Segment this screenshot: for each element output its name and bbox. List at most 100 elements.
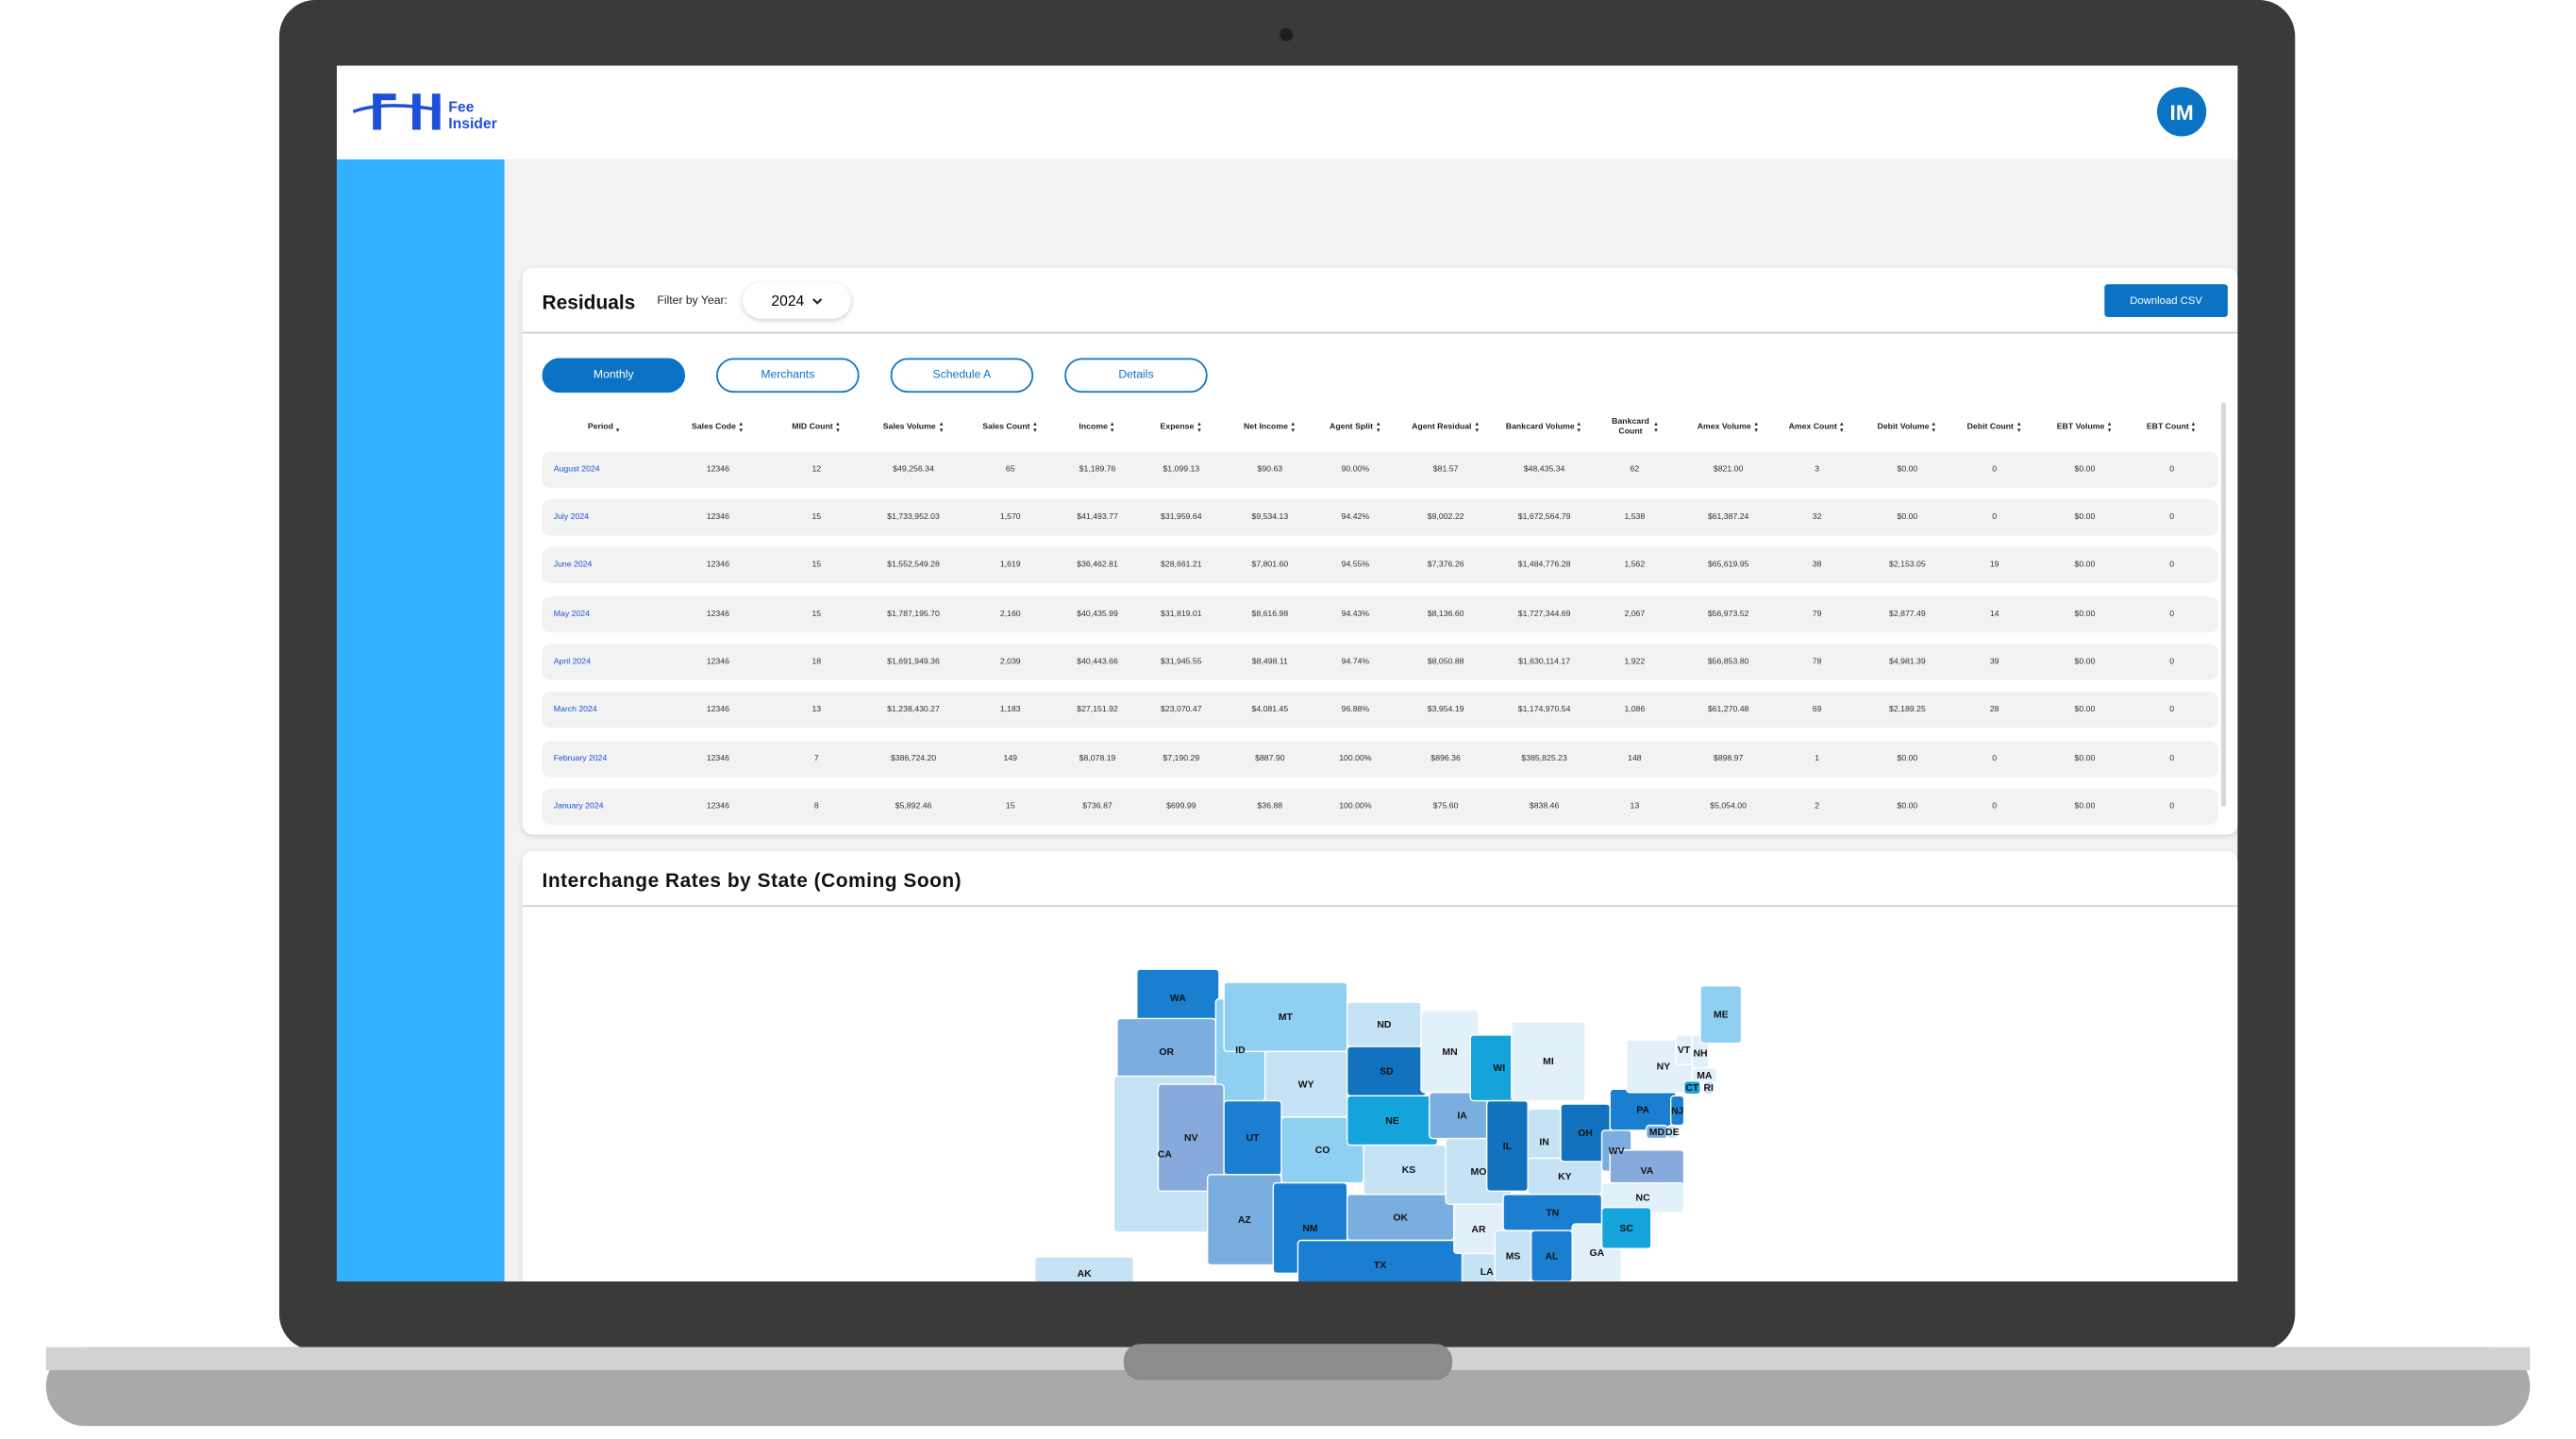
column-header[interactable]: Sales Volume	[862, 412, 964, 442]
table-cell: 0	[2169, 704, 2175, 715]
year-select[interactable]: 2024	[742, 282, 851, 319]
laptop-notch	[1123, 1344, 1453, 1380]
state-label: SD	[1380, 1067, 1394, 1078]
table-cell: $81.57	[1432, 464, 1459, 476]
table-cell: 12346	[706, 512, 729, 523]
table-cell: $27,151.92	[1077, 704, 1118, 715]
column-header[interactable]: Bankcard Count	[1583, 412, 1685, 442]
column-header[interactable]: Bankcard Volume	[1494, 412, 1596, 442]
table-cell: 2,039	[999, 657, 1021, 667]
scrollbar[interactable]	[2220, 402, 2227, 807]
table-cell: $31,945.55	[1161, 657, 1202, 667]
column-header[interactable]: Agent Residual	[1395, 412, 1497, 442]
table-cell: 149	[1003, 754, 1018, 764]
map-card: Interchange Rates by State (Coming Soon)…	[522, 850, 2238, 1282]
table-cell: $36,462.81	[1077, 560, 1118, 571]
column-header-text: Amex Count	[1788, 422, 1837, 432]
table-cell: $41,493.77	[1077, 512, 1118, 523]
table-cell: $0.00	[1897, 754, 1918, 764]
column-header[interactable]: Sales Code	[667, 412, 769, 442]
column-header-text: EBT Count	[2146, 422, 2189, 432]
period-link[interactable]: June 2024	[553, 560, 593, 571]
column-header[interactable]: Income	[1046, 412, 1148, 442]
period-link[interactable]: July 2024	[553, 512, 590, 523]
screen: Fee Insider IM Residuals Filter by Year:…	[336, 65, 2238, 1282]
state-label: AZ	[1238, 1215, 1252, 1226]
table-cell: $4,981.39	[1889, 657, 1926, 667]
table-cell: 94.74%	[1341, 657, 1370, 667]
table-cell: $40,443.66	[1077, 657, 1118, 667]
table-cell: 12346	[706, 704, 729, 715]
column-header[interactable]: Debit Volume	[1856, 412, 1958, 442]
column-header[interactable]: EBT Volume	[2033, 412, 2135, 442]
state-label: VA	[1641, 1166, 1654, 1177]
table-cell: $385,825.23	[1521, 754, 1567, 764]
column-header-text: Sales Volume	[882, 422, 936, 432]
column-header[interactable]: MID Count	[765, 412, 867, 442]
table-cell: $9,002.22	[1427, 512, 1464, 523]
tab[interactable]: Merchants	[716, 358, 860, 393]
sort-icon	[2107, 422, 2113, 432]
sort-icon	[1754, 422, 1759, 432]
table-cell: $838.46	[1529, 801, 1560, 812]
state-label: MI	[1543, 1057, 1554, 1067]
period-link[interactable]: March 2024	[553, 704, 597, 715]
avatar[interactable]: IM	[2157, 87, 2207, 137]
table-cell: $8,078.19	[1079, 754, 1116, 764]
table-cell: $2,877.49	[1889, 609, 1926, 620]
table-cell: $1,630,114.17	[1518, 657, 1571, 667]
table-cell: 1,922	[1624, 657, 1646, 667]
table-row	[542, 546, 2218, 584]
sort-icon	[1291, 422, 1296, 432]
divider	[522, 905, 2238, 908]
period-link[interactable]: February 2024	[553, 754, 608, 764]
table-cell: 65	[1005, 464, 1015, 476]
table-cell: 32	[1812, 512, 1822, 523]
table-cell: $9,534.13	[1251, 512, 1289, 523]
period-link[interactable]: January 2024	[553, 801, 604, 812]
table-cell: 0	[2169, 657, 2175, 667]
table-cell: $3,954.19	[1427, 704, 1464, 715]
column-header[interactable]: Expense	[1130, 412, 1232, 442]
table-cell: 18	[811, 657, 822, 667]
download-button[interactable]: Download CSV	[2104, 284, 2228, 318]
state-shape	[1699, 984, 1743, 1045]
state-label: SC	[1619, 1224, 1633, 1234]
table-cell: 15	[811, 560, 822, 571]
table-cell: $0.00	[1897, 464, 1918, 476]
table-cell: 38	[1812, 560, 1822, 571]
column-header-text: Net Income	[1244, 422, 1288, 432]
column-header[interactable]: Debit Count	[1944, 412, 2046, 442]
period-link[interactable]: April 2024	[553, 657, 591, 667]
tab[interactable]: Schedule A	[890, 358, 1034, 393]
state-label: TN	[1546, 1208, 1559, 1218]
tab[interactable]: Details	[1064, 358, 1208, 393]
sort-icon	[1932, 422, 1937, 432]
top-bar: Fee Insider IM	[336, 65, 2238, 159]
table-cell: 7	[813, 754, 819, 764]
table-cell: $386,724.20	[890, 754, 937, 764]
sort-icon	[1196, 422, 1202, 432]
state-label: VT	[1678, 1046, 1691, 1056]
column-header[interactable]: EBT Count	[2121, 412, 2223, 442]
table-cell: $898.97	[1713, 754, 1744, 764]
tab[interactable]: Monthly	[542, 358, 686, 393]
table-cell: $90.63	[1257, 464, 1283, 476]
table-cell: 15	[811, 609, 822, 620]
column-header-text: Sales Count	[982, 422, 1030, 432]
column-header[interactable]: Net Income	[1219, 412, 1321, 442]
column-header[interactable]: Sales Count	[960, 412, 1062, 442]
sort-icon	[1111, 422, 1115, 432]
column-header[interactable]: Amex Volume	[1678, 412, 1780, 442]
column-header[interactable]: Amex Count	[1766, 412, 1868, 442]
table-cell: $1,787,195.70	[887, 609, 940, 620]
state-label: NE	[1385, 1116, 1399, 1127]
period-link[interactable]: August 2024	[553, 464, 600, 476]
table-cell: 1,619	[999, 560, 1021, 571]
column-header[interactable]: Agent Split	[1304, 412, 1406, 442]
period-link[interactable]: May 2024	[553, 609, 590, 620]
table-cell: 13	[1630, 801, 1640, 812]
column-header[interactable]: Period	[554, 412, 656, 442]
table-row	[542, 451, 2218, 489]
